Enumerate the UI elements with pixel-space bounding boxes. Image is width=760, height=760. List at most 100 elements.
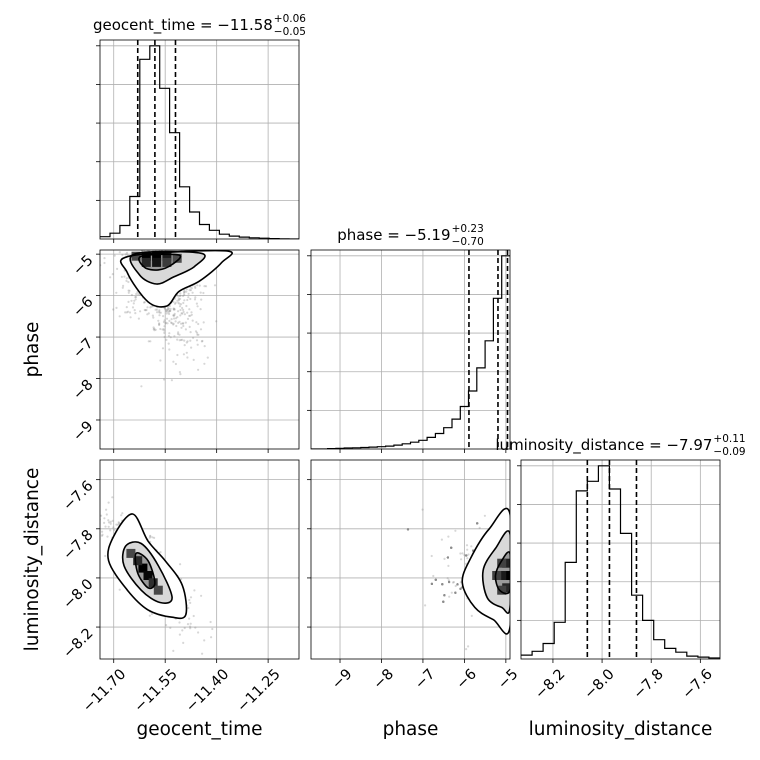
scatter-point: [117, 204, 119, 206]
scatter-point: [448, 595, 451, 598]
scatter-point: [180, 233, 182, 235]
scatter-point: [143, 226, 145, 228]
x-tick-label: −8.0: [581, 666, 617, 702]
scatter-point: [174, 320, 177, 323]
scatter-point: [157, 244, 159, 246]
scatter-point: [148, 206, 150, 208]
scatter-point: [517, 557, 519, 559]
scatter-point: [448, 580, 451, 584]
scatter-point: [181, 306, 184, 310]
scatter-point: [170, 318, 173, 321]
scatter-point: [406, 528, 410, 531]
scatter-point: [442, 600, 445, 603]
scatter-point: [146, 239, 148, 241]
scatter-point: [176, 332, 180, 336]
hist-title-sub: −0.70: [452, 236, 484, 248]
scatter-point: [540, 589, 542, 591]
scatter-point: [430, 582, 433, 586]
scatter-point: [450, 546, 453, 549]
scatter-point: [476, 522, 479, 525]
scatter-point: [187, 241, 189, 243]
scatter-point: [406, 528, 410, 531]
scatter-point: [127, 300, 130, 303]
scatter-point: [594, 571, 596, 573]
scatter-point: [516, 552, 518, 554]
scatter-point: [200, 298, 203, 301]
scatter-point: [170, 379, 173, 382]
y-tick-label: −8.2: [60, 625, 96, 661]
scatter-point: [169, 219, 171, 221]
scatter-point: [178, 371, 181, 374]
scatter-point: [527, 565, 529, 567]
scatter-point: [183, 293, 186, 297]
scatter-point: [177, 297, 180, 300]
scatter-point: [143, 217, 145, 219]
y-tick-label: −6: [70, 294, 96, 320]
scatter-point: [152, 245, 154, 247]
scatter-point: [445, 667, 447, 669]
scatter-point: [554, 541, 556, 543]
scatter-point: [526, 552, 528, 554]
scatter-point: [531, 612, 533, 614]
scatter-point: [170, 322, 173, 325]
scatter-point: [527, 565, 529, 567]
scatter-point: [179, 303, 183, 306]
scatter-point: [140, 213, 142, 215]
scatter-point: [130, 293, 133, 297]
scatter-point: [430, 582, 433, 586]
scatter-point: [156, 246, 158, 248]
scatter-point: [121, 253, 124, 257]
scatter-point: [527, 565, 529, 567]
scatter-point: [141, 244, 143, 246]
x-tick-label: −7.6: [680, 666, 716, 702]
scatter-point: [465, 554, 468, 557]
scatter-point: [406, 528, 410, 531]
scatter-point: [148, 226, 150, 228]
scatter-point: [158, 323, 161, 326]
scatter-point: [140, 245, 142, 247]
scatter-point: [183, 339, 186, 342]
density-cell: [497, 585, 507, 595]
scatter-point: [100, 514, 103, 517]
scatter-point: [448, 580, 451, 584]
scatter-point: [152, 232, 154, 234]
scatter-point: [175, 324, 178, 328]
scatter-point: [548, 541, 550, 543]
scatter-point: [146, 243, 148, 245]
scatter-point: [540, 589, 542, 591]
scatter-point: [167, 228, 169, 230]
scatter-point: [459, 587, 462, 591]
density-cell: [141, 251, 151, 261]
scatter-point: [154, 241, 156, 243]
scatter-point: [447, 579, 450, 582]
scatter-point: [511, 582, 513, 584]
scatter-point: [441, 583, 444, 586]
scatter-point: [518, 605, 520, 607]
scatter-point: [518, 605, 520, 607]
scatter-point: [118, 208, 120, 210]
contour-line-middle: [129, 250, 206, 285]
scatter-point: [515, 522, 517, 524]
scatter-point: [432, 574, 435, 578]
scatter-point: [445, 667, 447, 669]
scatter-point: [186, 340, 189, 343]
scatter-point: [183, 240, 185, 242]
scatter-point: [134, 203, 136, 205]
scatter-point: [104, 554, 107, 558]
scatter-point: [178, 231, 180, 233]
scatter-point: [150, 210, 152, 212]
scatter-point: [133, 213, 135, 215]
scatter-point: [470, 545, 473, 548]
scatter-point: [164, 322, 167, 325]
scatter-point: [151, 216, 153, 218]
scatter-point: [465, 554, 468, 557]
scatter-point: [156, 224, 158, 226]
scatter-point: [143, 231, 145, 233]
scatter-point: [465, 554, 468, 557]
hist-title-phase: phase = −5.19 +0.23−0.70: [337, 223, 484, 248]
scatter-point: [122, 284, 125, 287]
scatter-point: [179, 373, 182, 376]
scatter-point: [183, 299, 186, 302]
scatter-point: [540, 573, 542, 575]
scatter-point: [132, 215, 134, 217]
